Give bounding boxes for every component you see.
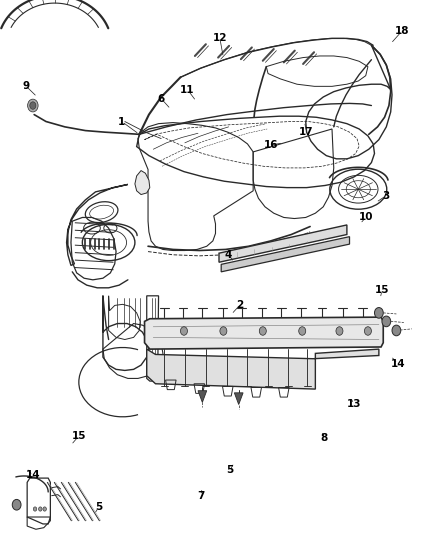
Text: 3: 3	[382, 191, 389, 201]
Polygon shape	[147, 349, 379, 389]
Circle shape	[336, 327, 343, 335]
Text: 17: 17	[299, 127, 314, 137]
Text: 7: 7	[197, 491, 204, 500]
Text: 13: 13	[346, 399, 361, 409]
Circle shape	[12, 499, 21, 510]
Circle shape	[39, 507, 42, 511]
Circle shape	[374, 308, 383, 318]
Circle shape	[220, 327, 227, 335]
Polygon shape	[219, 225, 347, 262]
Text: 10: 10	[358, 213, 373, 222]
Text: 1: 1	[118, 117, 125, 126]
Text: 9: 9	[23, 82, 30, 91]
Text: 12: 12	[212, 34, 227, 43]
Circle shape	[392, 325, 401, 336]
Text: 15: 15	[71, 431, 86, 441]
Circle shape	[299, 327, 306, 335]
Circle shape	[43, 507, 46, 511]
Text: 15: 15	[374, 286, 389, 295]
Text: 5: 5	[226, 465, 233, 475]
Circle shape	[30, 102, 36, 109]
Circle shape	[259, 327, 266, 335]
Circle shape	[28, 99, 38, 112]
Text: 4: 4	[225, 250, 232, 260]
Text: 5: 5	[95, 503, 102, 512]
Text: 16: 16	[263, 140, 278, 150]
Polygon shape	[198, 391, 207, 402]
Text: 18: 18	[395, 26, 410, 36]
Circle shape	[364, 327, 371, 335]
Polygon shape	[145, 317, 383, 349]
Text: 14: 14	[25, 471, 40, 480]
Polygon shape	[221, 237, 350, 272]
Text: 14: 14	[390, 359, 405, 368]
Polygon shape	[135, 171, 150, 195]
Polygon shape	[234, 393, 243, 405]
Circle shape	[382, 316, 391, 327]
Circle shape	[180, 327, 187, 335]
Text: 8: 8	[321, 433, 328, 443]
Text: 11: 11	[180, 85, 195, 94]
Text: 2: 2	[237, 300, 244, 310]
Text: 6: 6	[158, 94, 165, 103]
Circle shape	[33, 507, 37, 511]
